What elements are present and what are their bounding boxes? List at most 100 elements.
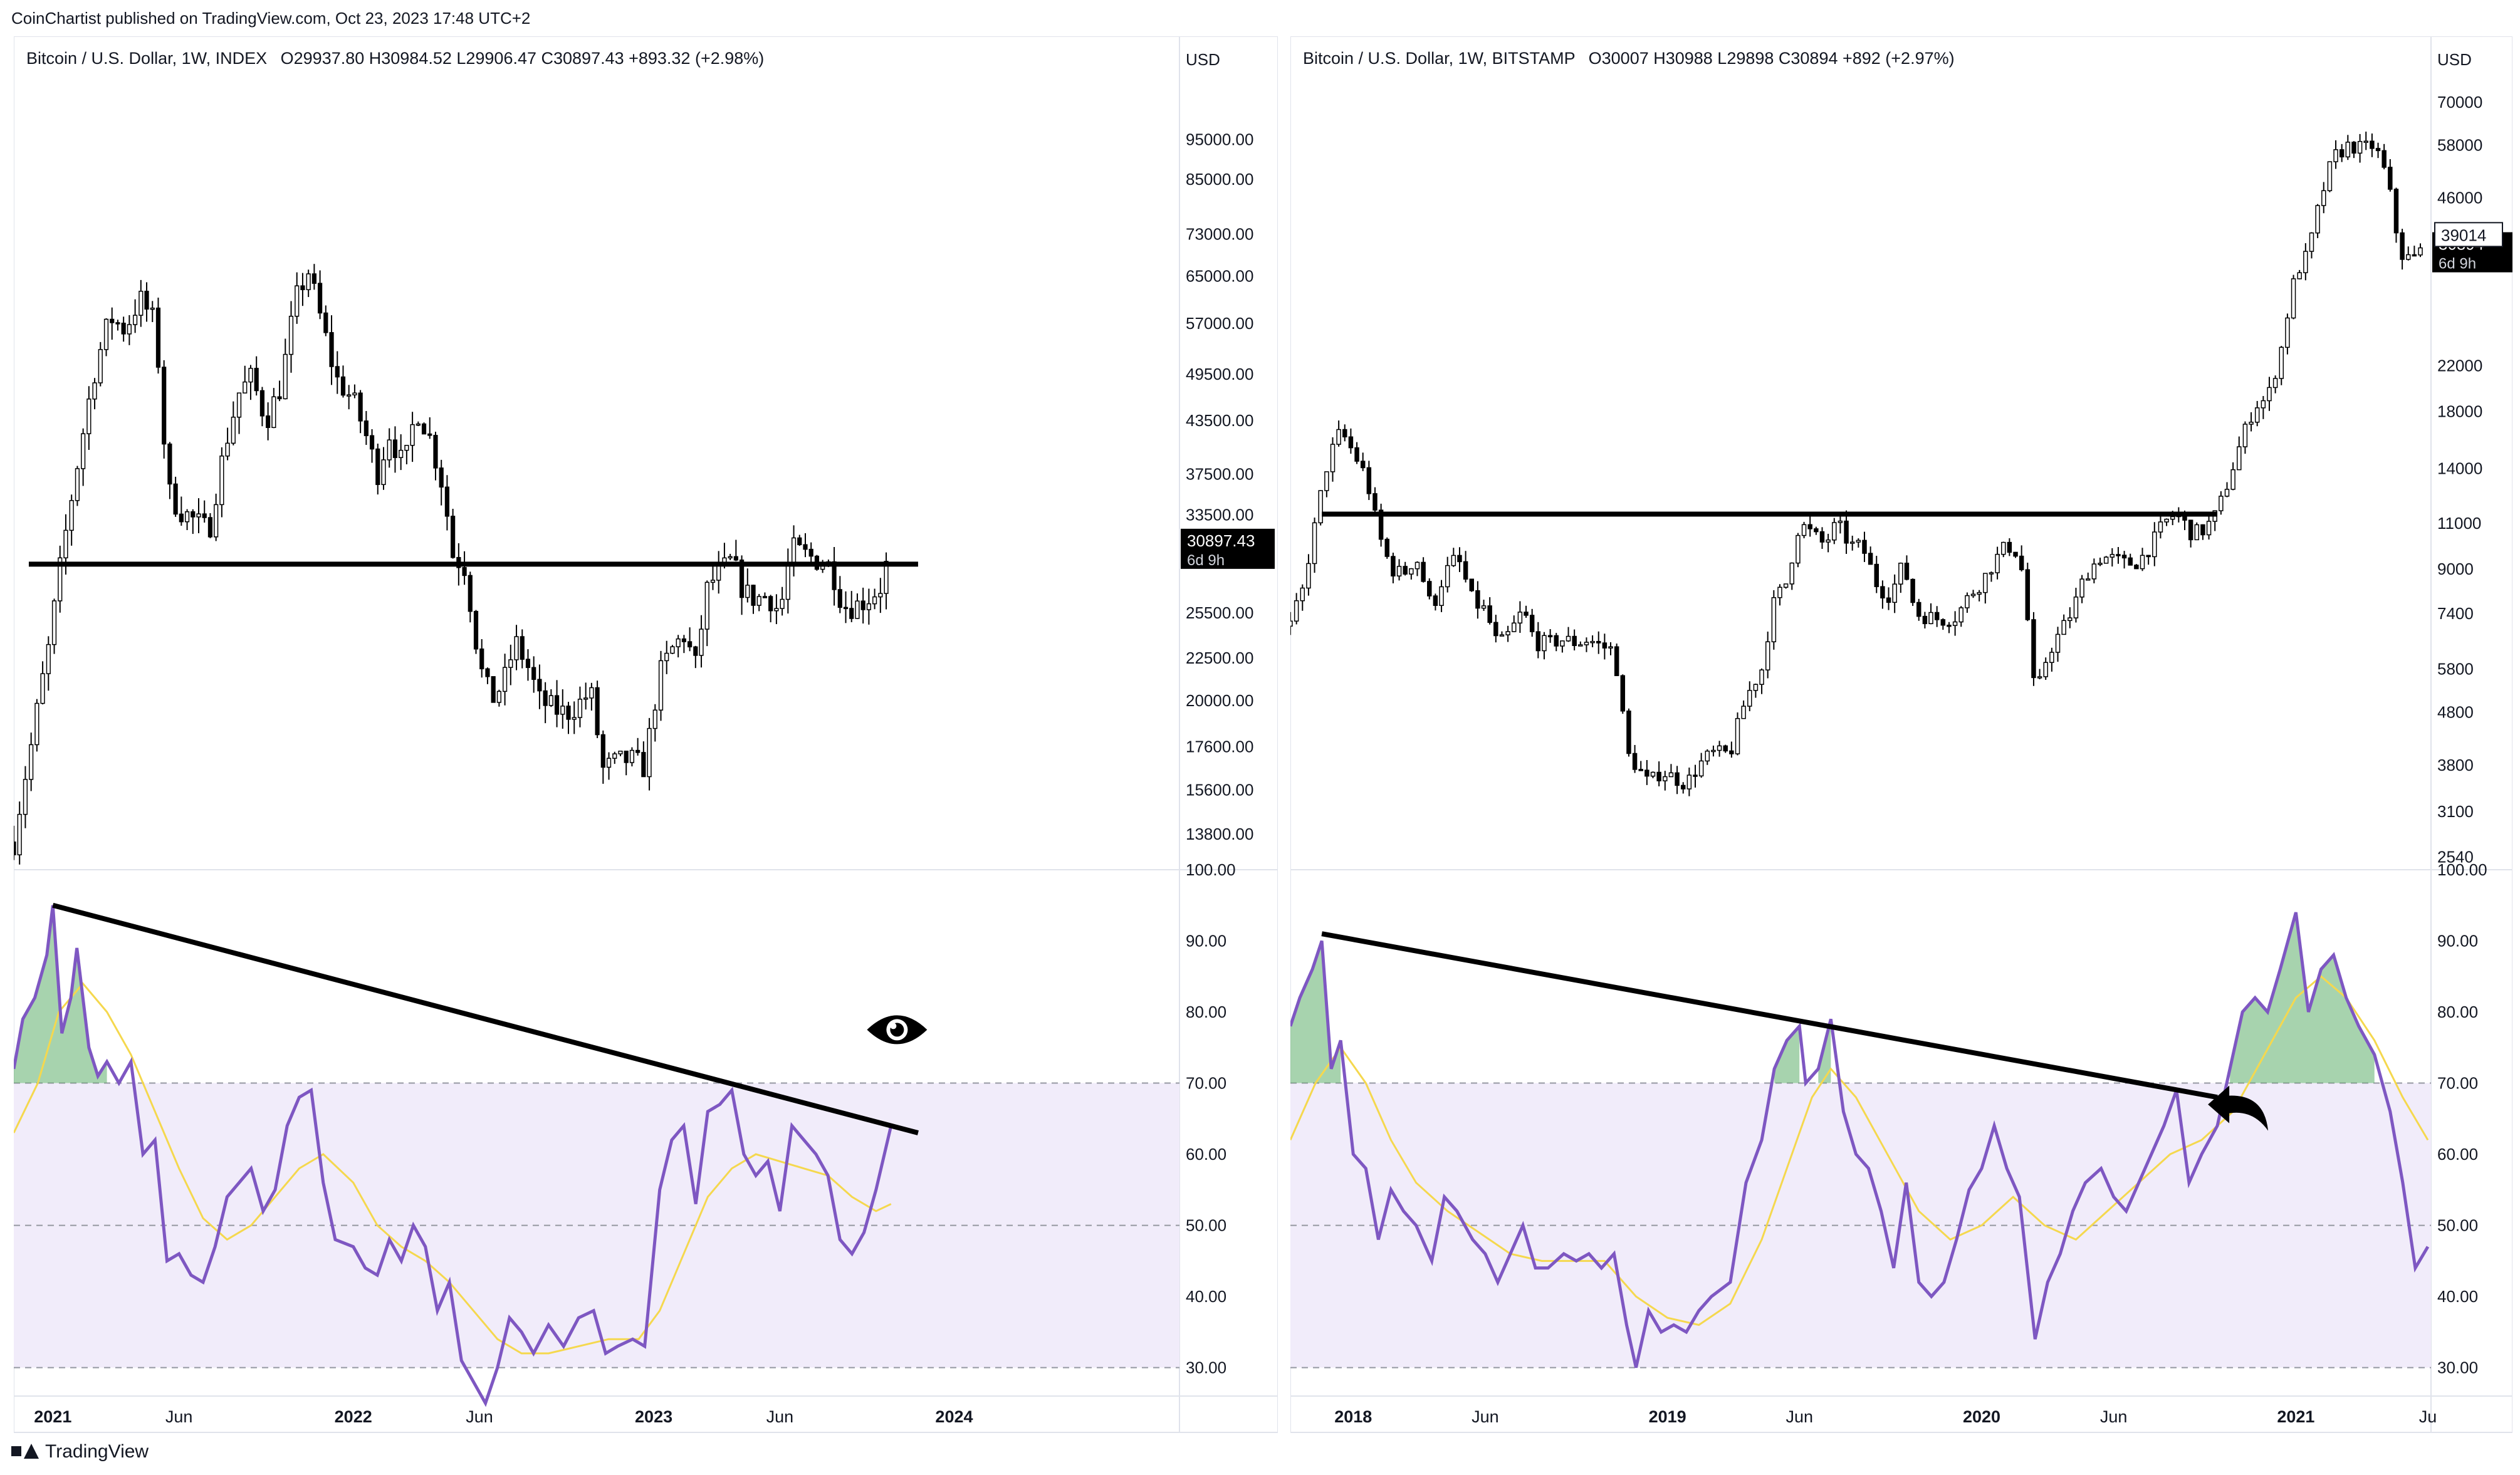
candle-body [347,394,352,397]
candle-body [1844,520,1849,544]
candle-body [214,504,219,538]
candle-body [1360,461,1366,469]
candle-body [410,424,415,446]
rsi-tick-label: 30.00 [2437,1358,2478,1377]
candle-body [1487,605,1492,623]
candle-body [2339,149,2345,158]
candle-body [1711,749,1716,753]
candle-body [1650,771,1656,777]
candle-body [399,449,404,458]
ohlc-bitstamp: O30007 H30988 L29898 C30894 +892 (+2.97%… [1588,49,1955,68]
candle-body [277,396,282,400]
candle-body [1566,635,1571,642]
date-tick-label: 2021 [34,1407,71,1426]
candle-body [1983,573,1988,593]
candle-body [1524,612,1529,616]
candle-body [1324,471,1329,491]
candle-body [1535,631,1541,652]
candle-body [34,702,39,746]
candle-body [69,500,74,531]
candle-body [225,442,230,457]
date-tick-label: Jun [1785,1407,1813,1426]
price-tick-label: 37500.00 [1186,465,1253,484]
candle-body [2388,167,2393,190]
candle-body [2098,563,2103,565]
candle-body [1663,776,1668,781]
candle-body [162,367,167,445]
candle-body [1814,528,1819,533]
candle-body [618,750,623,754]
rsi-tick-label: 90.00 [1186,932,1226,951]
candle-body [635,749,640,753]
candle-body [496,691,501,703]
title-bitstamp: Bitcoin / U.S. Dollar, 1W, BITSTAMP [1303,49,1576,68]
candle-body [468,575,473,612]
rsi-tick-label: 50.00 [1186,1216,1226,1235]
panel-frame [1290,36,2512,1433]
candle-body [1560,640,1565,647]
candle-body [150,307,155,310]
rsi-tick-label: 60.00 [2437,1145,2478,1164]
price-tick-label: 20000.00 [1186,691,1253,710]
candle-body [1675,772,1680,786]
candle-body [2110,554,2115,558]
date-tick-label: 2019 [1649,1407,1686,1426]
candle-body [728,556,733,559]
candle-body [1342,429,1347,437]
price-tick-label: 17600.00 [1186,737,1253,756]
candle-body [2321,190,2326,206]
candle-body [2279,347,2284,379]
candle-body [1807,524,1812,529]
candle-body [2164,518,2169,523]
candle-body [323,312,328,333]
candle-body [1789,562,1795,585]
candle-body [1729,750,1734,754]
current-price-label: 30897.43 [1187,531,1255,550]
price-tick-label: 5800 [2437,660,2474,679]
candle-body [1747,690,1752,707]
candle-body [1741,706,1746,719]
candle-body [1753,684,1759,691]
candle-body [537,679,542,692]
candle-body [1384,538,1390,557]
candle-body [2073,597,2079,618]
candle-body [664,652,669,662]
price-tick-label: 4800 [2437,702,2474,721]
candle-body [358,392,363,422]
candle-body [1735,717,1740,754]
tradingview-logo[interactable]: TradingView [11,1441,149,1462]
candle-body [2140,555,2145,570]
candle-body [2400,232,2405,260]
candle-body [1862,539,1867,554]
candle-body [1372,493,1378,511]
candle-body [681,638,686,642]
candle-body [2049,652,2054,663]
candle-body [207,517,213,538]
candle-body [2152,531,2157,558]
candle-body [1668,772,1674,778]
candle-body [451,516,456,558]
candle-body [1451,555,1456,566]
candle-body [543,690,548,706]
candle-body [733,556,738,561]
candle-body [566,706,571,720]
candle-body [2219,496,2224,511]
candle-body [14,842,16,855]
candle-body [1680,784,1686,790]
candle-body [2037,676,2042,679]
rsi-overbought-fill [2230,912,2375,1083]
candle-body [1542,635,1547,652]
candle-body [1306,563,1311,589]
rsi-tick-label: 40.00 [2437,1287,2478,1306]
candle-body [843,607,849,610]
legend-index: Bitcoin / U.S. Dollar, 1W, INDEX O29937.… [26,49,764,68]
price-tick-label: 95000.00 [1186,130,1253,149]
candle-body [884,561,889,594]
candle-body [121,322,126,335]
rsi-overbought-fill [1290,941,1341,1083]
date-tick-label: Jun [165,1407,193,1426]
candle-body [2309,232,2314,252]
candle-body [1409,568,1414,575]
countdown-label: 6d 9h [1187,552,1225,569]
candle-body [46,644,51,674]
